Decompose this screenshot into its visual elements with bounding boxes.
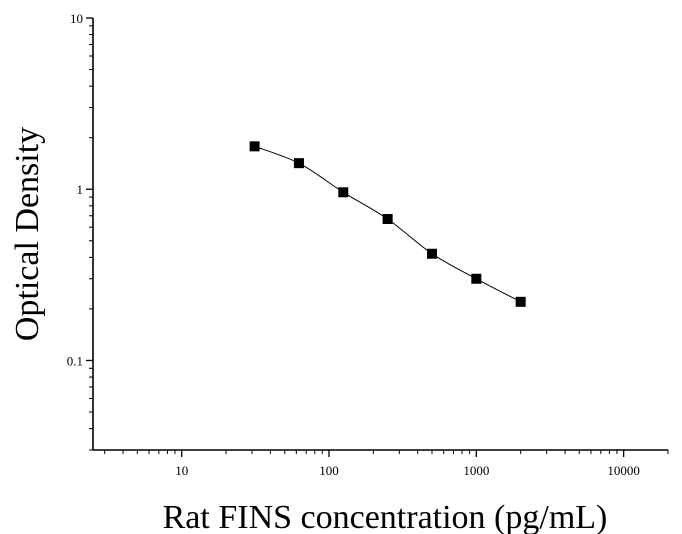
axes <box>92 18 668 451</box>
data-points <box>249 141 526 307</box>
x-tick-label: 10 <box>175 463 188 478</box>
x-ticks <box>104 450 669 457</box>
data-point <box>471 273 482 284</box>
y-tick-label: 1 <box>77 182 84 197</box>
data-point <box>426 248 437 259</box>
x-tick-label: 1000 <box>463 463 489 478</box>
x-tick-label: 100 <box>319 463 339 478</box>
y-axis-title: Optical Density <box>9 127 46 341</box>
x-tick-label: 10000 <box>607 463 640 478</box>
data-point <box>382 214 393 225</box>
y-tick-labels: 0.1 1 10 <box>67 11 83 368</box>
data-point <box>338 187 349 198</box>
y-ticks <box>86 17 93 451</box>
x-axis-title: Rat FINS concentration (pg/mL) <box>163 499 608 534</box>
y-tick-label: 0.1 <box>67 353 83 368</box>
data-point <box>249 141 260 152</box>
y-tick-label: 10 <box>70 11 83 26</box>
x-tick-labels: 10 100 1000 10000 <box>175 463 640 478</box>
data-point <box>515 296 526 307</box>
data-point <box>293 158 304 169</box>
